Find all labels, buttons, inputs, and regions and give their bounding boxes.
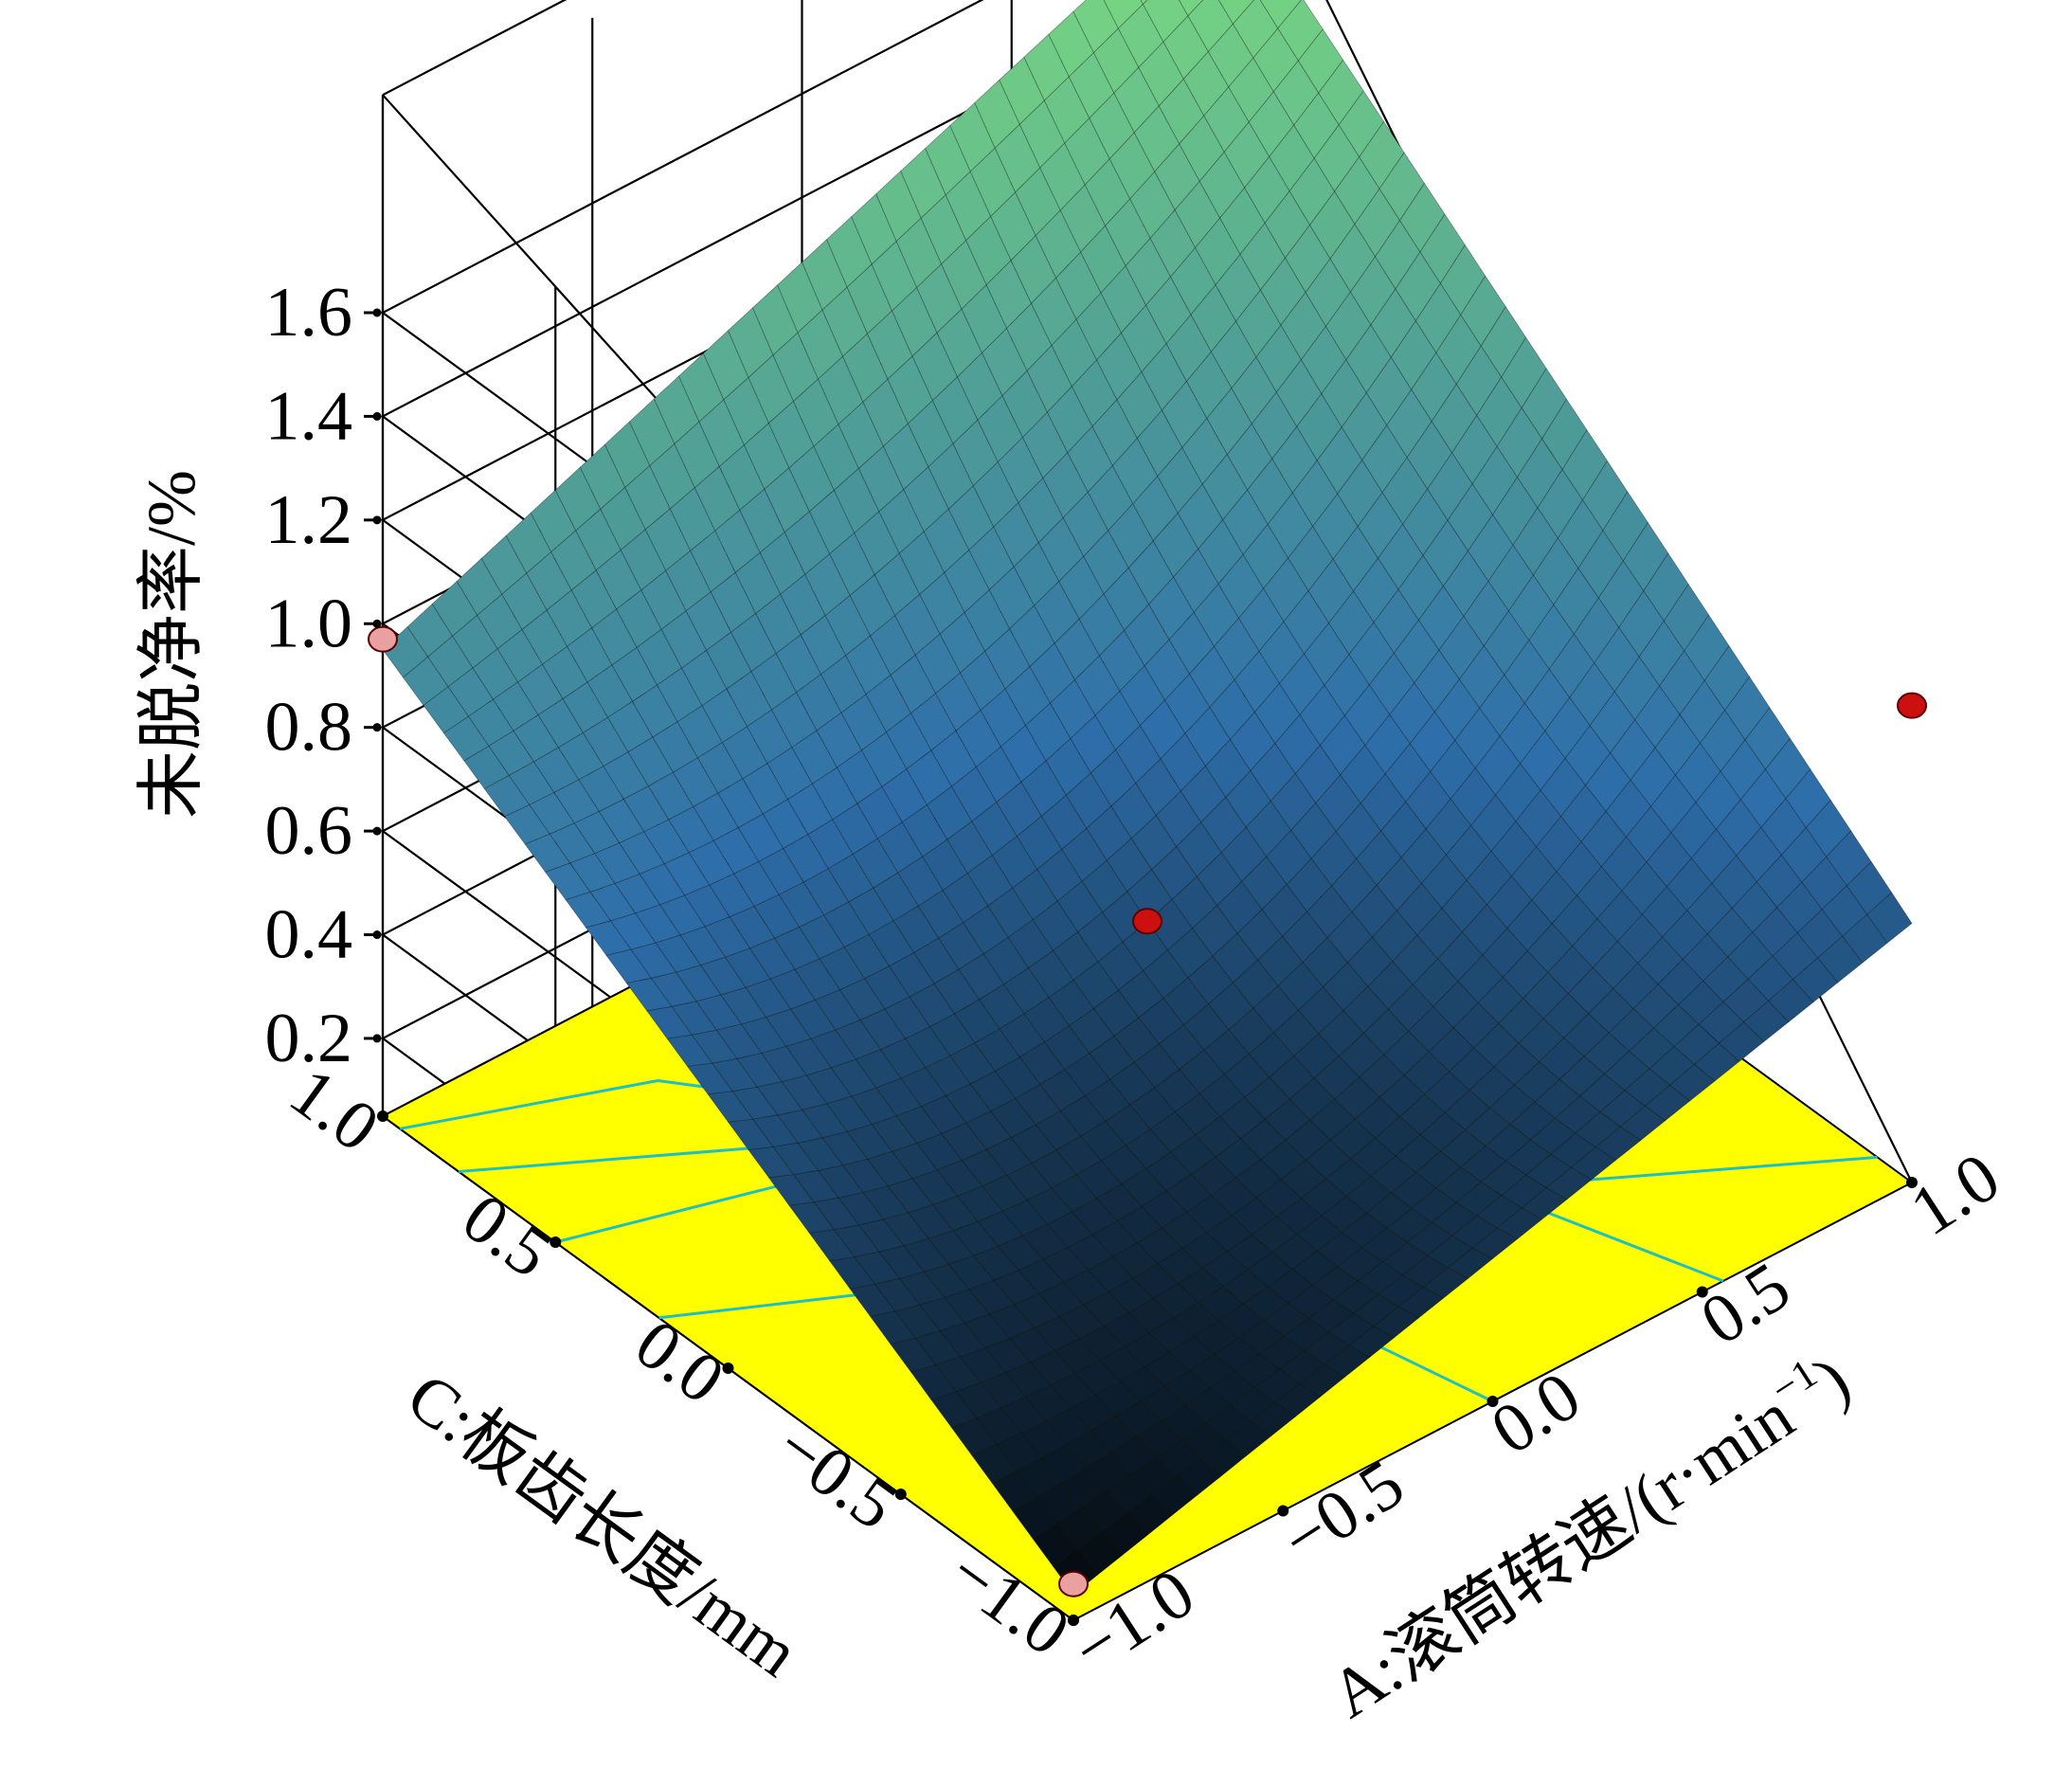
surface-cell <box>505 512 552 574</box>
c-tick-dot-2 <box>722 1363 734 1374</box>
surface-cell <box>406 603 454 658</box>
c-axis-title: C:板齿长度/mm <box>394 1358 813 1691</box>
design-point-0 <box>368 625 398 653</box>
surface-cell <box>1140 0 1148 6</box>
z-tick-dot-0 <box>372 1034 382 1043</box>
back-wall-top-edge <box>382 0 568 97</box>
c-tick-dot-0 <box>377 1110 388 1122</box>
design-points <box>368 625 1927 1597</box>
surface-cell <box>1178 0 1204 17</box>
a-tick-dot-3 <box>1696 1286 1708 1298</box>
z-tick-label-2: 0.6 <box>265 792 353 870</box>
surface-cell <box>604 421 651 489</box>
z-tick-dot-7 <box>372 308 382 317</box>
surface-cell <box>826 216 873 288</box>
design-point-3 <box>1897 692 1927 719</box>
surface-cell <box>480 534 528 595</box>
surface-cell <box>751 284 799 356</box>
surface-cell <box>851 193 897 265</box>
a-tick-dot-4 <box>1906 1177 1918 1188</box>
a-tick-label-4: 1.0 <box>1898 1138 2013 1251</box>
z-tick-label-5: 1.2 <box>265 481 353 559</box>
surface-cell <box>900 147 946 219</box>
a-tick-dot-0 <box>1068 1615 1079 1626</box>
z-tick-dot-3 <box>372 723 382 732</box>
surface-cell <box>727 307 774 379</box>
surface-cell <box>653 375 700 445</box>
z-tick-dot-4 <box>372 619 382 628</box>
z-tick-label-7: 1.6 <box>265 274 353 352</box>
z-tick-dot-6 <box>372 411 382 421</box>
surface-cell <box>579 443 626 510</box>
a-tick-dot-2 <box>1486 1396 1499 1407</box>
z-tick-label-0: 0.2 <box>265 1000 353 1077</box>
z-tick-label-4: 1.0 <box>265 585 353 662</box>
z-tick-dot-5 <box>372 515 382 525</box>
surface-cell <box>777 262 823 334</box>
design-point-4 <box>1132 908 1162 935</box>
z-tick-label-1: 0.4 <box>265 896 353 974</box>
z-tick-label-3: 0.8 <box>265 689 353 767</box>
z-axis-title: 未脱净率/% <box>134 470 209 819</box>
design-point-1 <box>1058 1570 1089 1597</box>
z-tick-label-6: 1.4 <box>265 377 353 455</box>
surface-cell <box>1023 33 1070 101</box>
response-surface <box>382 0 1913 1596</box>
a-tick-dot-1 <box>1277 1505 1289 1517</box>
surface-cell <box>628 398 676 467</box>
surface-cell <box>875 170 922 243</box>
surface-cell <box>925 124 971 196</box>
surface-cell <box>802 239 848 311</box>
z-tick-dot-2 <box>372 826 382 836</box>
c-tick-dot-1 <box>550 1236 562 1248</box>
z-tick-dot-1 <box>372 930 382 940</box>
c-tick-dot-3 <box>894 1489 907 1500</box>
